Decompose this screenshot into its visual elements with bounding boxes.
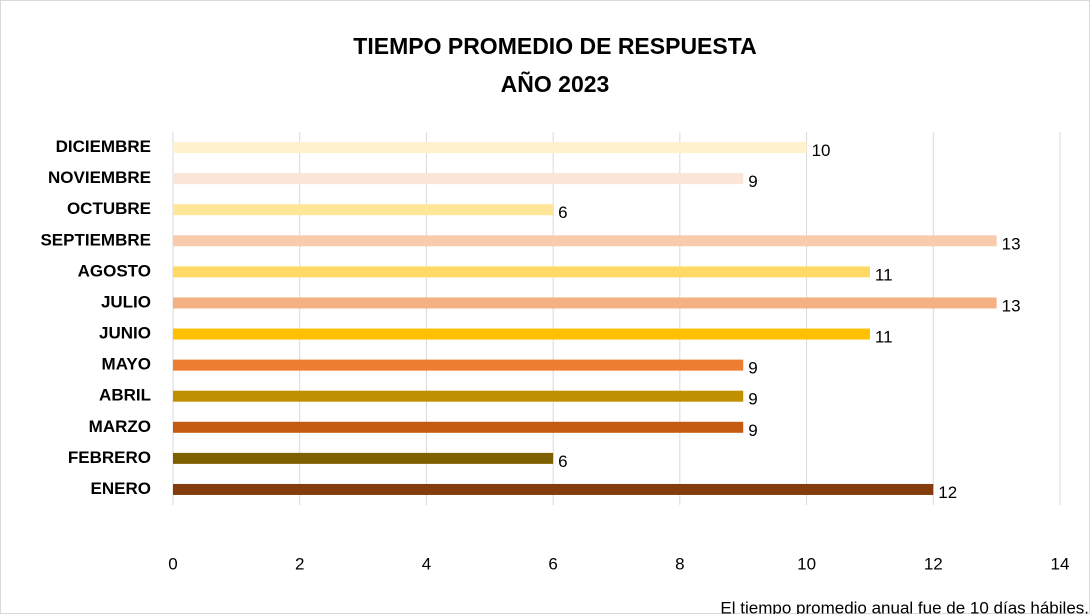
x-tick-label: 2 [295, 554, 304, 573]
value-label: 6 [558, 452, 567, 471]
bar [173, 421, 744, 433]
y-tick-label: SEPTIEMBRE [40, 230, 151, 249]
chart-subtitle: AÑO 2023 [501, 70, 610, 97]
bar [173, 483, 934, 495]
value-label: 9 [748, 421, 757, 440]
y-tick-label: AGOSTO [78, 261, 151, 280]
x-tick-label: 6 [548, 554, 557, 573]
bar [173, 297, 997, 309]
x-tick-label: 14 [1051, 554, 1070, 573]
y-tick-label: JULIO [101, 292, 151, 311]
y-tick-label: MARZO [89, 417, 151, 436]
x-tick-label: 4 [422, 554, 431, 573]
value-label: 11 [875, 328, 893, 347]
y-tick-label: ENERO [91, 479, 151, 498]
bar [173, 266, 870, 278]
bar [173, 204, 554, 216]
x-tick-label: 8 [675, 554, 684, 573]
value-label: 9 [748, 172, 757, 191]
y-tick-label: ABRIL [99, 386, 151, 405]
x-tick-label: 12 [924, 554, 943, 573]
bar [173, 390, 744, 402]
value-label: 11 [875, 265, 893, 284]
bar [173, 359, 744, 371]
x-tick-label: 10 [797, 554, 816, 573]
bar [173, 142, 807, 154]
y-tick-label: MAYO [102, 355, 151, 374]
y-tick-label: JUNIO [99, 324, 151, 343]
x-tick-label: 0 [168, 554, 177, 573]
value-label: 9 [748, 390, 757, 409]
chart-title: TIEMPO PROMEDIO DE RESPUESTA [353, 33, 756, 59]
bar [173, 452, 554, 464]
y-tick-label: DICIEMBRE [56, 137, 151, 156]
value-label: 12 [938, 483, 957, 502]
y-tick-label: OCTUBRE [67, 199, 151, 218]
bar [173, 328, 870, 340]
value-label: 10 [812, 141, 831, 160]
value-label: 6 [558, 203, 567, 222]
annotation: El tiempo promedio anual fue de 10 días … [720, 598, 1089, 614]
value-label: 13 [1002, 296, 1021, 315]
value-label: 13 [1002, 234, 1021, 253]
value-label: 9 [748, 359, 757, 378]
y-tick-label: FEBRERO [68, 448, 151, 467]
bar [173, 173, 744, 185]
bar [173, 235, 997, 247]
y-tick-label: NOVIEMBRE [48, 168, 151, 187]
